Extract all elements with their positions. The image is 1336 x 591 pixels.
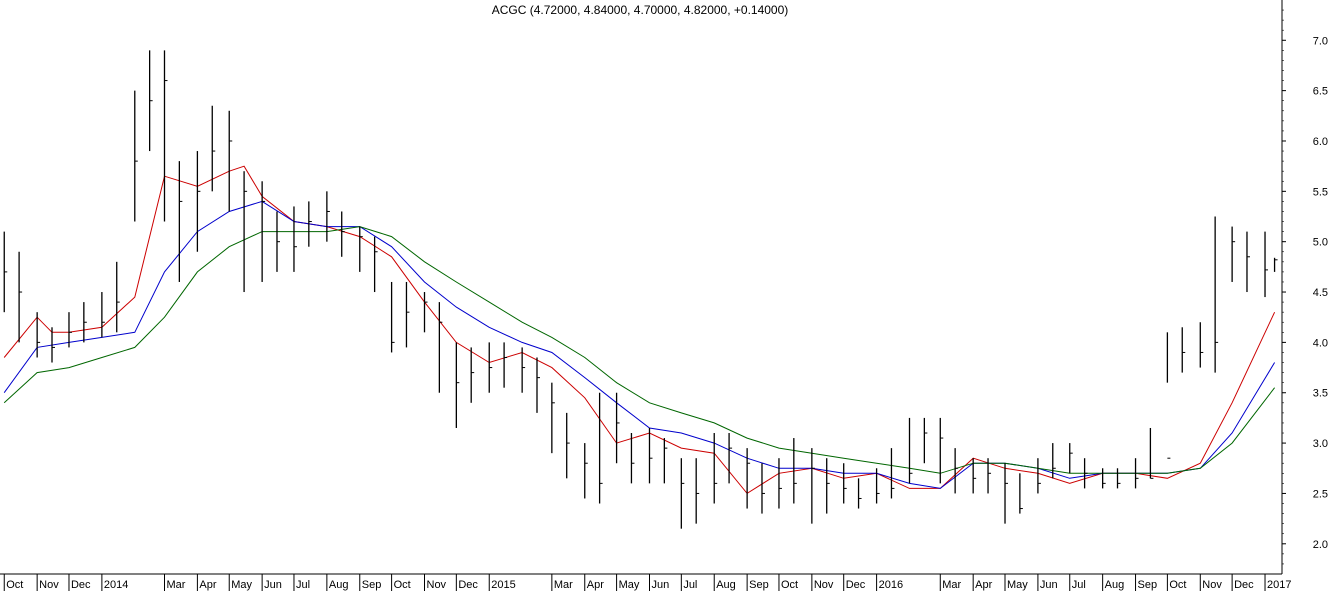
x-tick-label: Dec bbox=[71, 579, 91, 591]
x-tick-label: Nov bbox=[427, 579, 447, 591]
x-tick-label: Apr bbox=[199, 579, 216, 591]
x-tick-label: Sep bbox=[1138, 579, 1158, 591]
y-tick-label: 6.5 bbox=[1313, 86, 1328, 98]
moving-average-line-1 bbox=[3, 165, 1276, 495]
y-tick-label: 4.5 bbox=[1313, 287, 1328, 299]
x-tick-label: May bbox=[619, 579, 640, 591]
x-tick-label: Dec bbox=[458, 579, 478, 591]
x-tick-label: Dec bbox=[846, 579, 866, 591]
x-tick-label: May bbox=[1007, 579, 1028, 591]
x-tick-label: Oct bbox=[6, 579, 23, 591]
y-tick-label: 5.0 bbox=[1313, 237, 1328, 249]
x-tick-label: Nov bbox=[1202, 579, 1222, 591]
x-tick-label: Mar bbox=[942, 579, 961, 591]
x-tick-label: Jun bbox=[1040, 579, 1058, 591]
x-tick-label: Aug bbox=[1105, 579, 1125, 591]
x-tick-label: Dec bbox=[1234, 579, 1254, 591]
x-tick-label: Sep bbox=[362, 579, 382, 591]
moving-average-line-3 bbox=[3, 226, 1275, 474]
x-tick-label: Mar bbox=[166, 579, 185, 591]
y-tick-label: 4.0 bbox=[1313, 337, 1328, 349]
x-tick-label: Apr bbox=[975, 579, 992, 591]
moving-average-line-2 bbox=[3, 200, 1276, 489]
y-tick-label: 3.5 bbox=[1313, 388, 1328, 400]
y-tick-label: 7.0 bbox=[1313, 35, 1328, 47]
y-tick-label: 6.0 bbox=[1313, 136, 1328, 148]
x-tick-label: Apr bbox=[587, 579, 604, 591]
x-tick-label: Aug bbox=[329, 579, 349, 591]
x-tick-label: Oct bbox=[394, 579, 411, 591]
x-tick-label: 2016 bbox=[879, 579, 903, 591]
y-tick-label: 3.0 bbox=[1313, 438, 1328, 450]
x-tick-label: Jul bbox=[683, 579, 697, 591]
chart-title: ACGC (4.72000, 4.84000, 4.70000, 4.82000… bbox=[492, 3, 789, 17]
x-tick-label: Mar bbox=[554, 579, 573, 591]
x-tick-label: Jul bbox=[296, 579, 310, 591]
x-tick-label: Jul bbox=[1072, 579, 1086, 591]
x-tick-label: 2014 bbox=[104, 579, 128, 591]
x-tick-label: Oct bbox=[781, 579, 798, 591]
x-tick-label: 2017 bbox=[1267, 579, 1291, 591]
x-tick-label: Sep bbox=[749, 579, 769, 591]
y-tick-label: 5.5 bbox=[1313, 186, 1328, 198]
y-tick-label: 2.5 bbox=[1313, 488, 1328, 500]
x-tick-label: Jun bbox=[264, 579, 282, 591]
x-tick-label: Nov bbox=[814, 579, 834, 591]
x-tick-label: Nov bbox=[39, 579, 59, 591]
y-tick-label: 2.0 bbox=[1313, 539, 1328, 551]
plot-area bbox=[3, 50, 1278, 529]
x-tick-label: May bbox=[231, 579, 252, 591]
x-tick-label: Jun bbox=[651, 579, 669, 591]
x-tick-label: Oct bbox=[1169, 579, 1186, 591]
x-tick-label: 2015 bbox=[491, 579, 515, 591]
x-tick-label: Aug bbox=[716, 579, 736, 591]
